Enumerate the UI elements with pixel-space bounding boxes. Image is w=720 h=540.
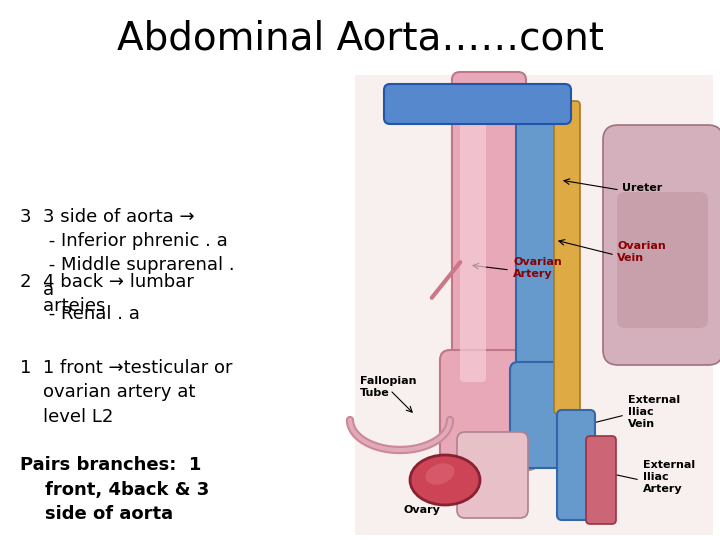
FancyBboxPatch shape (460, 84, 486, 382)
Text: Pairs branches:  1
    front, 4back & 3
    side of aorta: Pairs branches: 1 front, 4back & 3 side … (20, 456, 210, 523)
Text: Ovary: Ovary (403, 505, 440, 515)
Ellipse shape (426, 463, 454, 485)
FancyBboxPatch shape (510, 362, 566, 468)
FancyBboxPatch shape (617, 192, 708, 328)
FancyBboxPatch shape (452, 72, 526, 398)
Ellipse shape (410, 455, 480, 505)
Text: 1  1 front →testicular or
    ovarian artery at
    level L2: 1 1 front →testicular or ovarian artery … (20, 359, 233, 426)
Text: 2  4 back → lumbar
    arteies: 2 4 back → lumbar arteies (20, 273, 194, 315)
Text: Abdominal Aorta……cont: Abdominal Aorta……cont (117, 19, 603, 57)
Text: External
Iliac
Artery: External Iliac Artery (643, 461, 695, 494)
FancyBboxPatch shape (457, 432, 528, 518)
Text: Fallopian
Tube: Fallopian Tube (360, 376, 416, 398)
FancyBboxPatch shape (355, 75, 713, 535)
FancyArrowPatch shape (432, 262, 460, 298)
FancyBboxPatch shape (554, 101, 580, 414)
FancyBboxPatch shape (586, 436, 616, 524)
Text: Ovarian
Vein: Ovarian Vein (617, 241, 666, 263)
Text: Ovarian
Artery: Ovarian Artery (513, 257, 562, 279)
Text: 3  3 side of aorta →
     - Inferior phrenic . a
     - Middle suprarenal .
    : 3 3 side of aorta → - Inferior phrenic .… (20, 208, 235, 323)
FancyBboxPatch shape (516, 84, 560, 406)
FancyBboxPatch shape (557, 410, 595, 520)
Text: Ureter: Ureter (622, 183, 662, 193)
FancyBboxPatch shape (384, 84, 571, 124)
FancyBboxPatch shape (440, 350, 538, 470)
FancyBboxPatch shape (603, 125, 720, 365)
Text: External
Iliac
Vein: External Iliac Vein (628, 395, 680, 429)
